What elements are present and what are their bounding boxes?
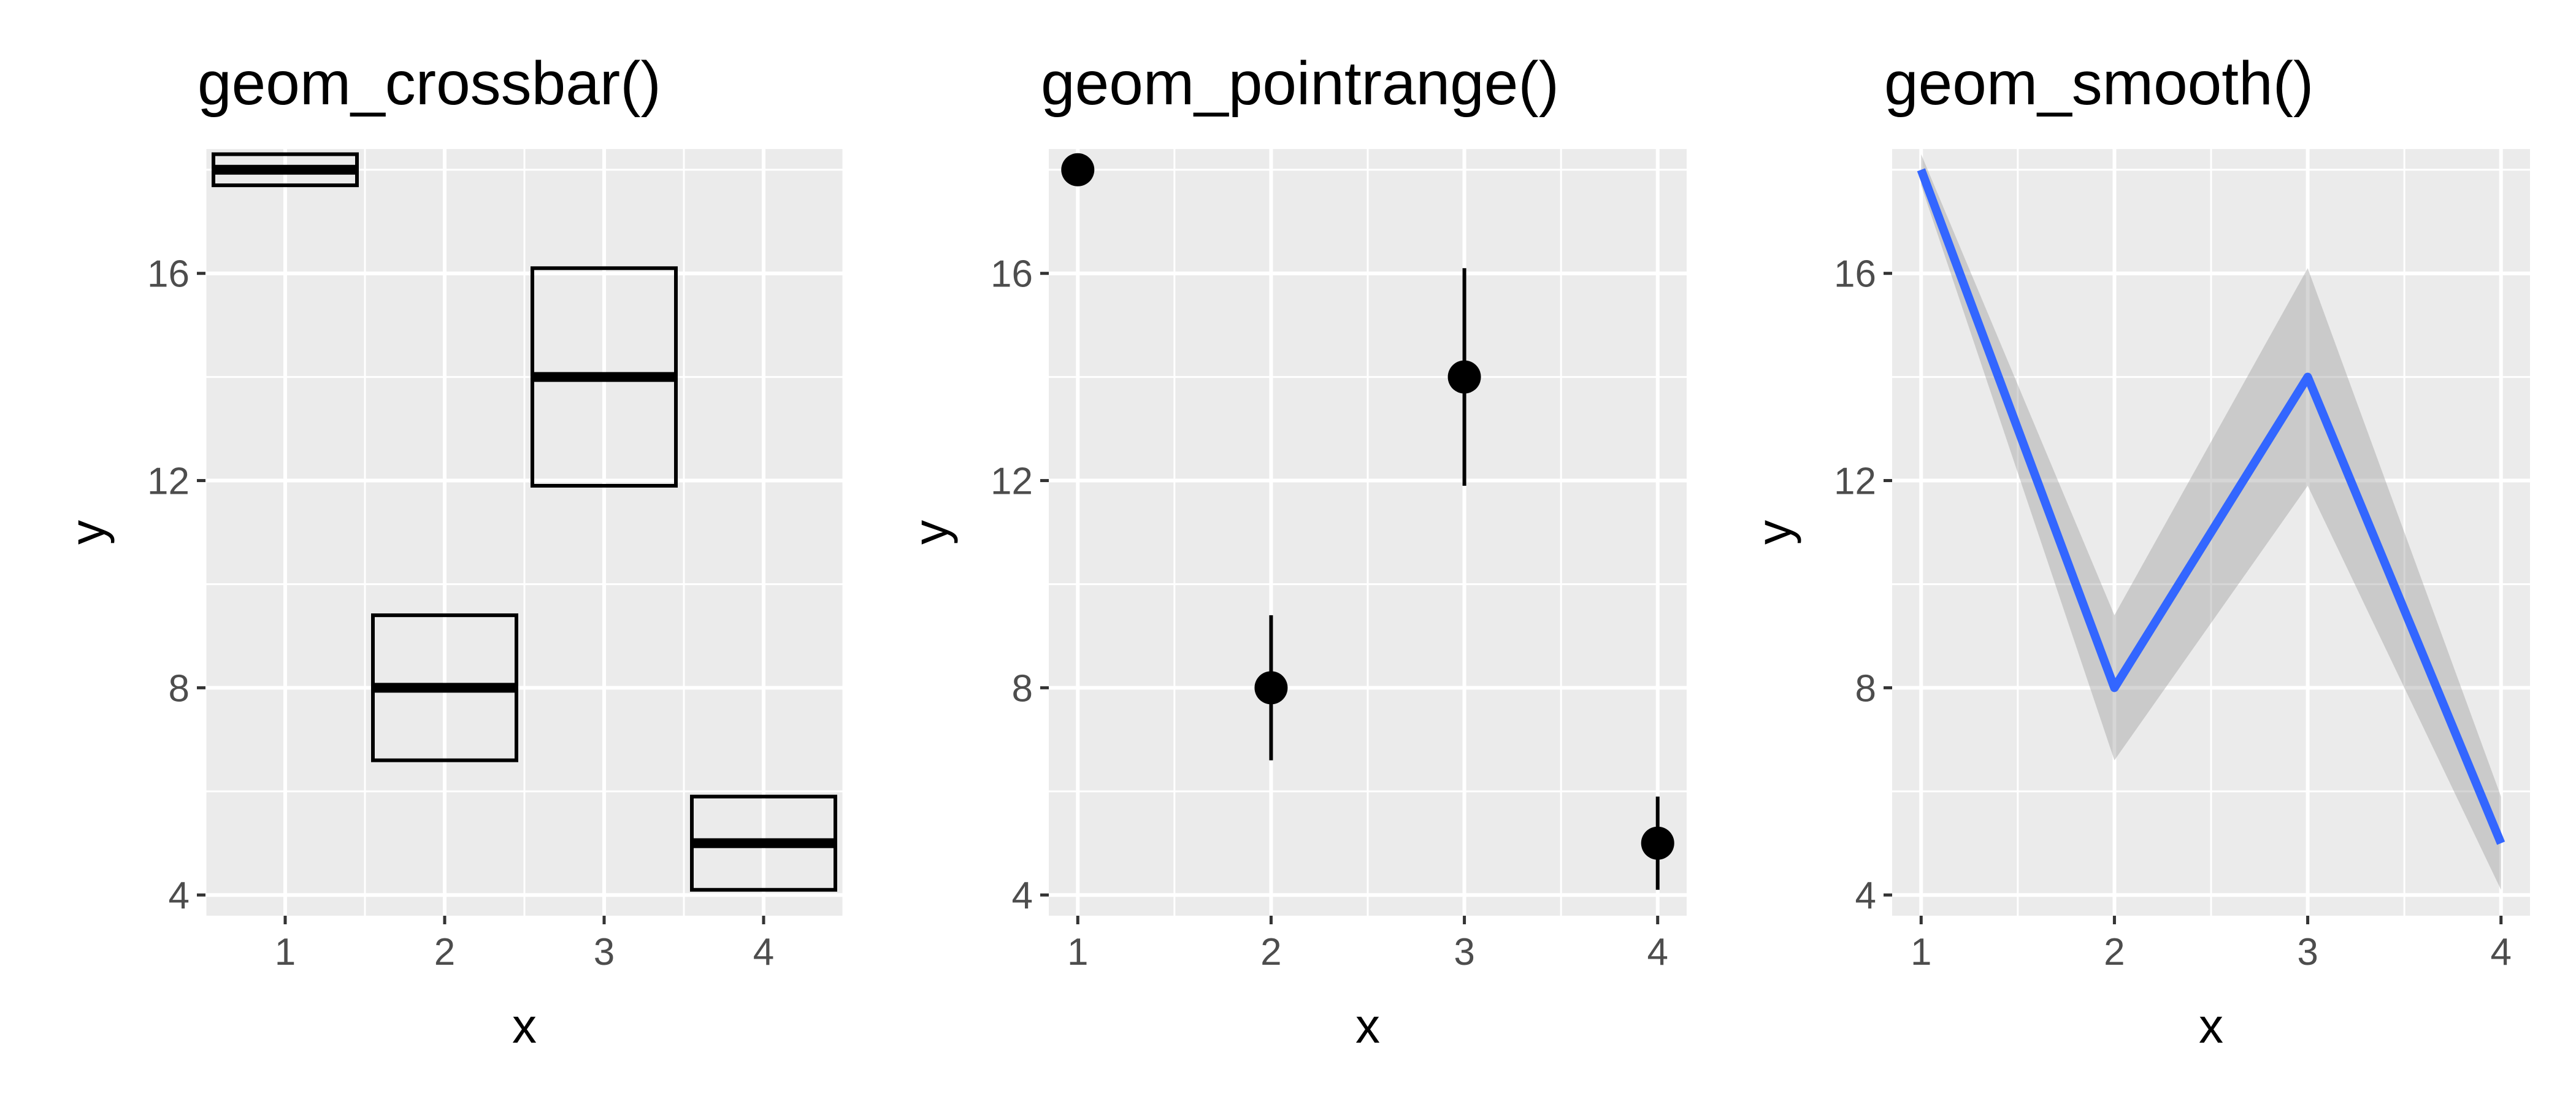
y-axis-title: y bbox=[903, 520, 958, 545]
x-axis-title: x bbox=[512, 999, 537, 1053]
x-axis-title: x bbox=[2199, 999, 2223, 1053]
y-tick-label-2: 8 bbox=[1855, 667, 1876, 710]
y-tick-label-1: 4 bbox=[1012, 875, 1033, 917]
y-tick-label-3: 12 bbox=[991, 461, 1033, 503]
y-axis-title: y bbox=[60, 520, 115, 545]
smooth-ribbon bbox=[1921, 154, 2501, 890]
pointrange-point-4 bbox=[1641, 826, 1674, 860]
y-tick-label-2: 8 bbox=[169, 667, 190, 710]
y-tick-label-3: 12 bbox=[147, 461, 190, 503]
x-tick-label-2: 2 bbox=[1260, 931, 1281, 973]
x-tick-label-3: 3 bbox=[2297, 931, 2318, 973]
x-tick-label-1: 1 bbox=[275, 931, 296, 973]
x-tick-label-1: 1 bbox=[1911, 931, 1931, 973]
y-tick-label-4: 16 bbox=[991, 253, 1033, 296]
smooth-line bbox=[1917, 168, 2505, 845]
y-tick-label-2: 8 bbox=[1012, 667, 1033, 710]
x-tick-label-2: 2 bbox=[2104, 931, 2125, 973]
y-tick-label-4: 16 bbox=[147, 253, 190, 296]
panel-title: geom_pointrange() bbox=[1041, 49, 1559, 118]
x-tick-label-4: 4 bbox=[1647, 931, 1668, 973]
pointrange-point-1 bbox=[1061, 153, 1095, 186]
panel-title: geom_smooth() bbox=[1884, 49, 2313, 118]
y-tick-label-4: 16 bbox=[1834, 253, 1876, 296]
panel-title: geom_crossbar() bbox=[197, 49, 661, 118]
x-tick-label-1: 1 bbox=[1067, 931, 1088, 973]
x-axis-title: x bbox=[1355, 999, 1380, 1053]
x-tick-label-4: 4 bbox=[753, 931, 774, 973]
y-tick-label-1: 4 bbox=[169, 875, 190, 917]
x-tick-label-4: 4 bbox=[2490, 931, 2511, 973]
y-tick-label-3: 12 bbox=[1834, 461, 1876, 503]
y-tick-label-1: 4 bbox=[1855, 875, 1876, 917]
x-tick-label-3: 3 bbox=[1454, 931, 1474, 973]
x-tick-label-3: 3 bbox=[594, 931, 615, 973]
x-tick-label-2: 2 bbox=[434, 931, 455, 973]
y-axis-title: y bbox=[1747, 520, 1801, 545]
pointrange-point-3 bbox=[1447, 360, 1481, 394]
pointrange-point-2 bbox=[1254, 671, 1288, 705]
